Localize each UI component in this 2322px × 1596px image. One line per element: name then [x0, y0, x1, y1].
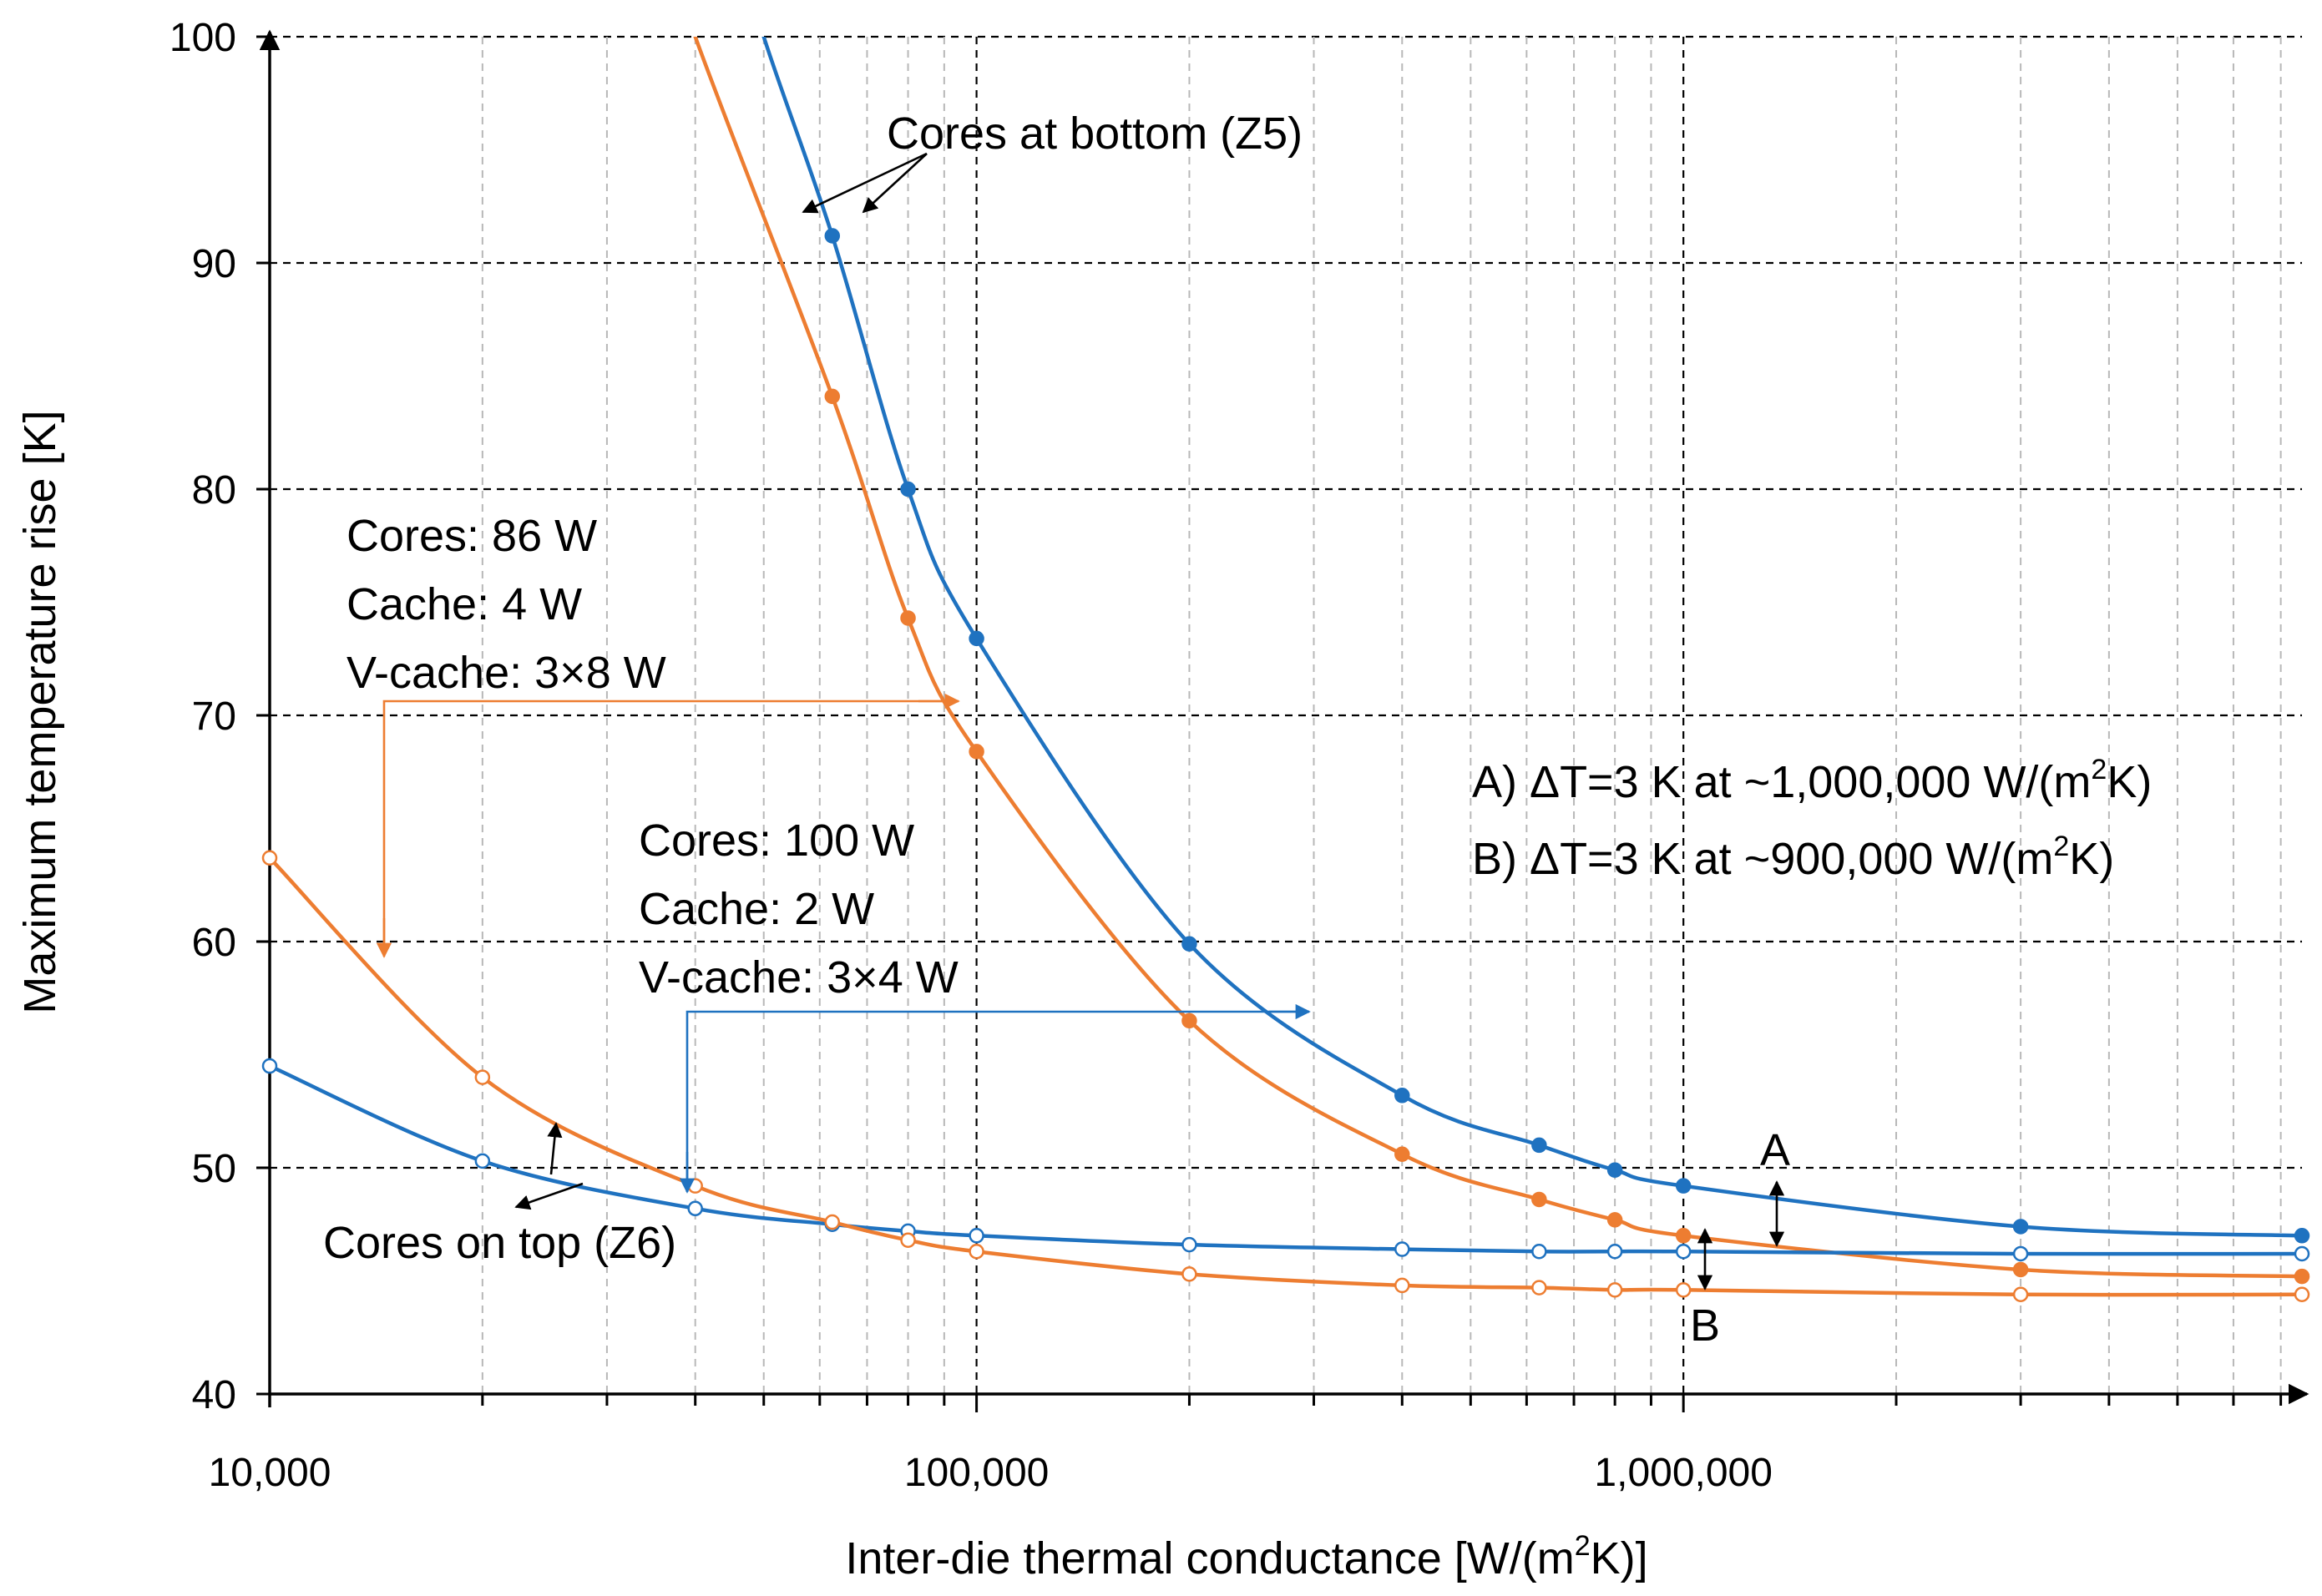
series-3-point-6 — [1181, 1266, 1197, 1282]
case1-cores-label: Cores: 86 W — [347, 511, 597, 561]
series-2-point-2 — [687, 1200, 703, 1217]
case2-cores-label: Cores: 100 W — [639, 816, 914, 866]
x-tick-label-10000: 10,000 — [209, 1451, 331, 1495]
y-tick-label-90: 90 — [192, 242, 236, 286]
marker-b-label: B — [1690, 1301, 1720, 1351]
series-line-0 — [761, 37, 2302, 1238]
series-0-point-6 — [1606, 1162, 1623, 1178]
x-axis-title-main: Inter-die thermal conductance [W/(m — [845, 1533, 1574, 1583]
series-0-point-3 — [1181, 936, 1197, 952]
series-3-point-2 — [687, 1178, 703, 1194]
series-3-point-0 — [261, 850, 278, 866]
series-0-point-4 — [1394, 1088, 1410, 1104]
y-tick-label-80: 80 — [192, 468, 236, 513]
series-1-point-8 — [2012, 1261, 2029, 1278]
axes: 40 50 60 70 80 90 100 10,000 100,000 1,000,000 — [169, 16, 2309, 1495]
y-tick-label-40: 40 — [192, 1373, 236, 1417]
series-3-point-12 — [2294, 1286, 2310, 1303]
series-1-point-2 — [969, 744, 984, 760]
series-3-point-4 — [900, 1232, 916, 1248]
y-tick-label-60: 60 — [192, 921, 236, 965]
y-tick-label-100: 100 — [169, 16, 236, 60]
series-2-point-8 — [1531, 1244, 1547, 1260]
series-1-point-7 — [1675, 1228, 1692, 1244]
y-tick-label-70: 70 — [192, 694, 236, 739]
arrow-top-to-orange — [547, 1122, 563, 1175]
series-2-point-10 — [1675, 1244, 1692, 1260]
series-0-point-2 — [969, 630, 984, 647]
series-2-point-11 — [2012, 1245, 2029, 1262]
annotations: Cores at bottom (Z5) Cores on top (Z6) C… — [15, 109, 2152, 1583]
note-a-suffix: K) — [2107, 757, 2152, 807]
note-b-prefix: B) ΔT=3 K at ~900,000 W/(m — [1472, 834, 2053, 884]
marker-a-label: A — [1760, 1125, 1790, 1175]
arrow-bottom-to-orange — [802, 152, 928, 214]
note-b-sup: 2 — [2053, 831, 2069, 862]
y-axis-title: Maximum temperature rise [K] — [15, 410, 65, 1013]
annotation-cores-bottom: Cores at bottom (Z5) — [887, 109, 1303, 159]
case2-vcache-label: V-cache: 3×4 W — [639, 952, 959, 1003]
series-3-point-7 — [1394, 1277, 1410, 1294]
x-axis-title-end: K)] — [1591, 1533, 1648, 1583]
series-3-point-9 — [1606, 1282, 1623, 1298]
series-0-point-1 — [900, 481, 916, 497]
case1-cache-label: Cache: 4 W — [347, 579, 582, 629]
series-0-point-9 — [2294, 1228, 2310, 1244]
note-a: A) ΔT=3 K at ~1,000,000 W/(m2K) — [1472, 754, 2152, 807]
series-2-point-12 — [2294, 1245, 2310, 1262]
x-tick-label-100000: 100,000 — [904, 1451, 1050, 1495]
note-b: B) ΔT=3 K at ~900,000 W/(m2K) — [1472, 831, 2114, 884]
series-1-point-3 — [1181, 1013, 1197, 1029]
note-a-prefix: A) ΔT=3 K at ~1,000,000 W/(m — [1472, 757, 2091, 807]
series-2-point-9 — [1606, 1244, 1623, 1260]
series-1-point-6 — [1606, 1212, 1623, 1228]
grid — [270, 35, 2302, 1394]
x-axis-title: Inter-die thermal conductance [W/(m2K)] — [845, 1530, 1647, 1583]
x-axis-title-sup: 2 — [1575, 1530, 1591, 1562]
y-tick-label-50: 50 — [192, 1147, 236, 1191]
series-1-point-1 — [900, 610, 916, 626]
series-3-point-11 — [2012, 1286, 2029, 1303]
series-3-point-1 — [474, 1069, 491, 1085]
arrow-top-to-blue — [514, 1182, 584, 1210]
series-2-point-7 — [1394, 1241, 1410, 1257]
series-3-point-8 — [1531, 1280, 1547, 1295]
series-1-point-4 — [1394, 1146, 1410, 1162]
series-0-point-5 — [1531, 1137, 1547, 1154]
annotation-arrows — [376, 152, 1785, 1290]
series-2-point-5 — [969, 1228, 984, 1244]
arrow-case1-elbow — [382, 700, 959, 955]
series-0-point-8 — [2012, 1219, 2029, 1235]
case2-cache-label: Cache: 2 W — [639, 884, 874, 934]
case1-vcache-label: V-cache: 3×8 W — [347, 648, 666, 698]
series-1-point-5 — [1531, 1191, 1547, 1208]
series-3-point-5 — [969, 1244, 984, 1260]
series-3-point-10 — [1675, 1282, 1692, 1298]
arrow-case2-elbow — [685, 1010, 1309, 1192]
note-a-sup: 2 — [2091, 754, 2107, 785]
series-2-point-0 — [261, 1058, 278, 1074]
series-1-point-9 — [2294, 1268, 2310, 1285]
series-2-point-6 — [1181, 1236, 1197, 1253]
series-2-point-1 — [474, 1153, 491, 1169]
series-0-point-0 — [824, 228, 841, 244]
note-b-suffix: K) — [2069, 834, 2114, 884]
series-0-point-7 — [1675, 1178, 1692, 1194]
series — [261, 37, 2310, 1303]
x-tick-label-1000000: 1,000,000 — [1594, 1451, 1773, 1495]
series-1-point-0 — [824, 388, 841, 405]
arrow-bottom-to-blue — [862, 153, 928, 214]
series-line-2 — [270, 1063, 2302, 1256]
series-3-point-3 — [824, 1214, 841, 1230]
annotation-cores-top: Cores on top (Z6) — [323, 1218, 676, 1268]
